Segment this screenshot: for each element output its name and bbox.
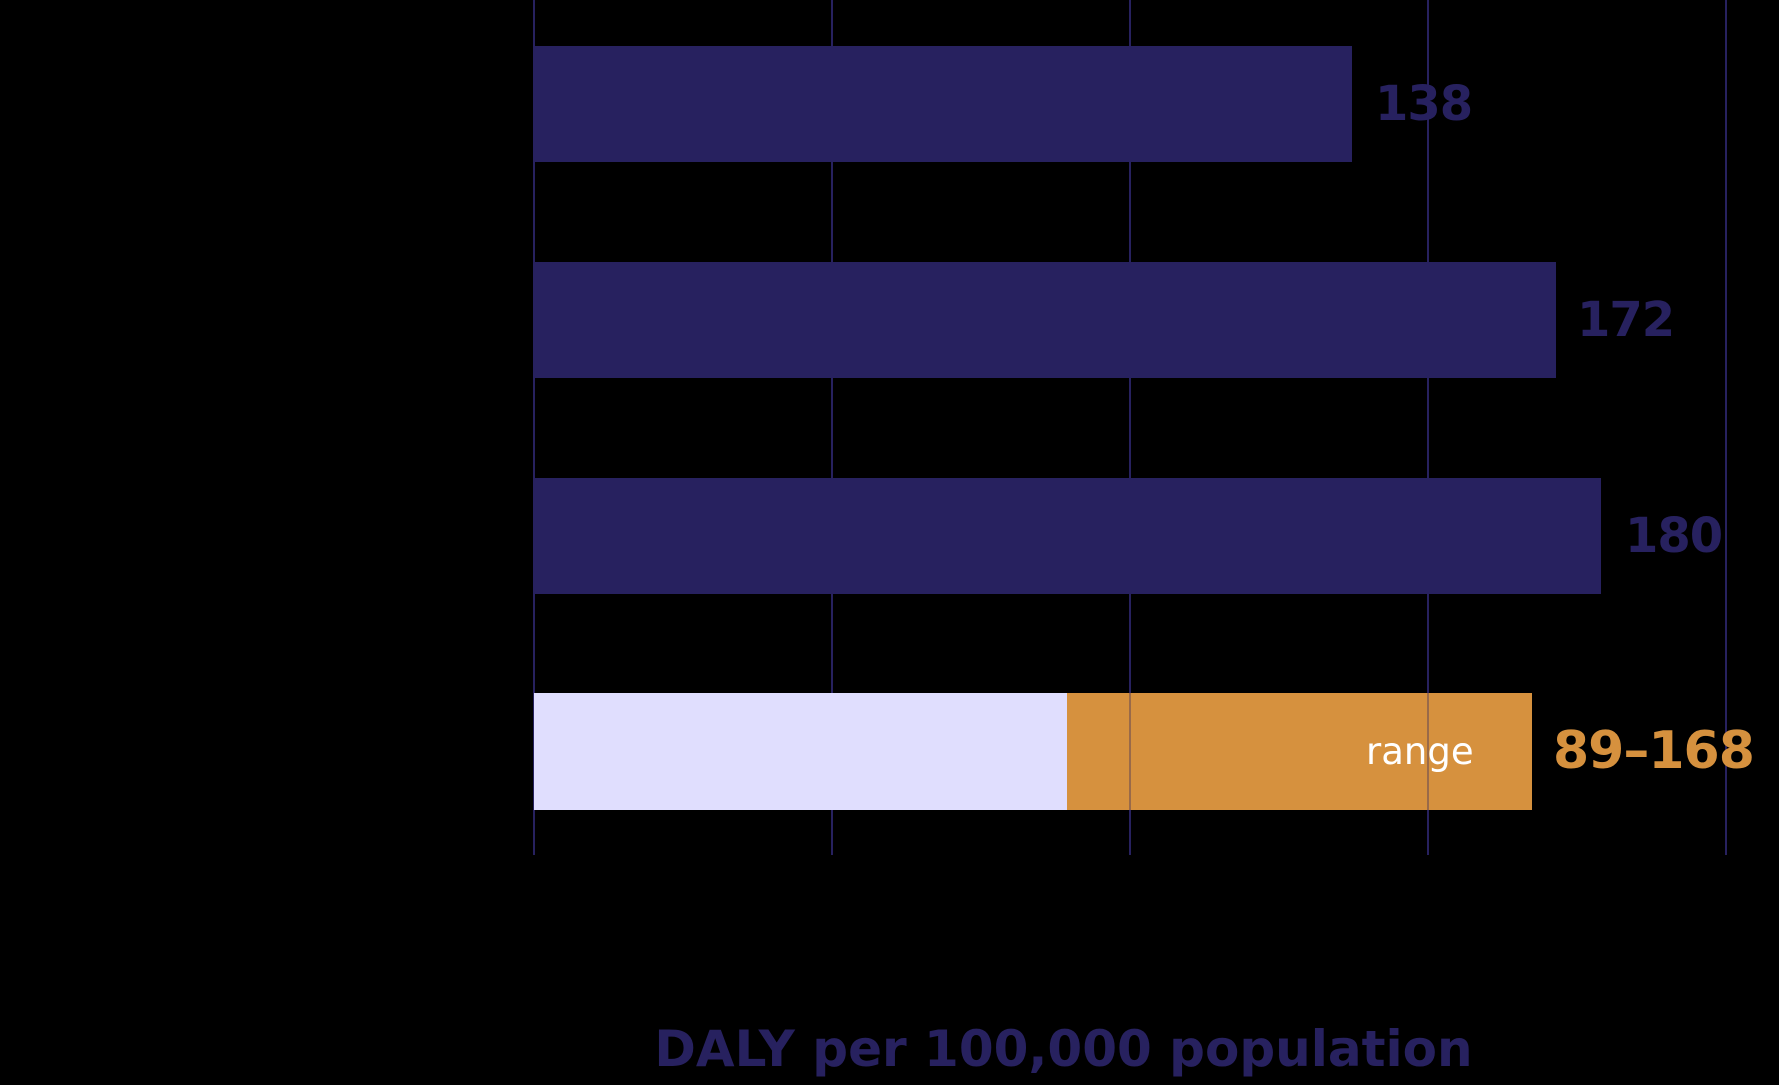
bar-1 [534,46,1352,162]
bar-3-value-label: 180 [1625,508,1723,564]
bar-1-value-label: 138 [1375,76,1473,132]
gridline-0 [533,0,535,855]
gridline-200 [1725,0,1727,855]
gridline-150 [1427,0,1429,855]
bar-2-value-label: 172 [1577,292,1675,348]
gridline-50 [831,0,833,855]
bar-3 [534,478,1601,594]
range-label: range [1366,730,1474,773]
gridline-overlay-100 [1129,693,1131,810]
gridline-100 [1129,0,1131,855]
gridline-overlay-150 [1427,693,1429,810]
x-axis-label: DALY per 100,000 population [654,1020,1473,1078]
range-value-label: 89–168 [1553,721,1755,781]
range-segment [1067,693,1532,810]
bar-2 [534,262,1556,378]
range-base-segment [534,693,1067,810]
